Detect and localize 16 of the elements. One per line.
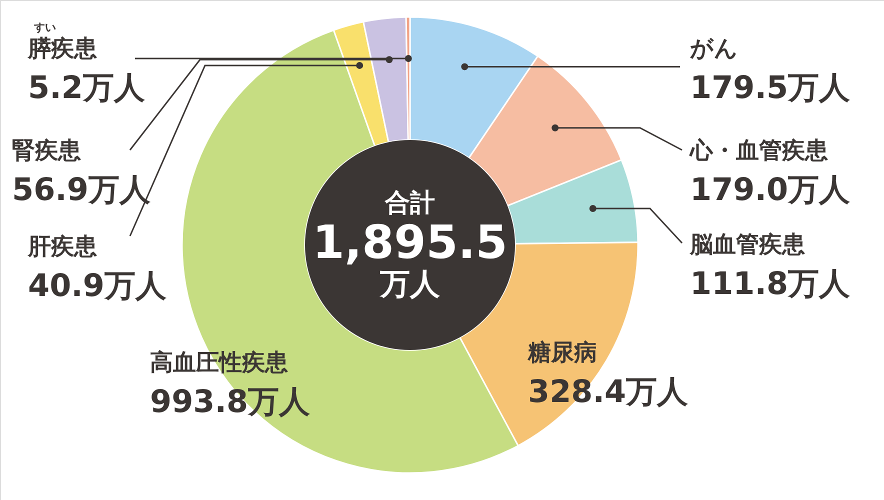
data-label: 56.9万人	[12, 172, 150, 208]
data-label: 179.5万人	[690, 70, 850, 106]
slice-label: がん	[690, 36, 739, 62]
data-label: 5.2万人	[28, 70, 145, 106]
slice-label: 高血圧性疾患	[150, 350, 289, 376]
slice-label: 糖尿病	[528, 340, 598, 366]
slice-label: 腎疾患	[12, 138, 82, 164]
slice-label: 脳血管疾患	[690, 232, 806, 258]
data-label: 993.8万人	[150, 384, 310, 420]
slice-label: 膵疾患	[28, 36, 98, 62]
data-label: 40.9万人	[28, 268, 166, 304]
data-label: 179.0万人	[690, 172, 850, 208]
slice-label: 心・血管疾患	[690, 138, 829, 164]
slice-label: 肝疾患	[28, 234, 98, 260]
data-label: 111.8万人	[690, 266, 850, 302]
text: すい	[34, 21, 56, 34]
